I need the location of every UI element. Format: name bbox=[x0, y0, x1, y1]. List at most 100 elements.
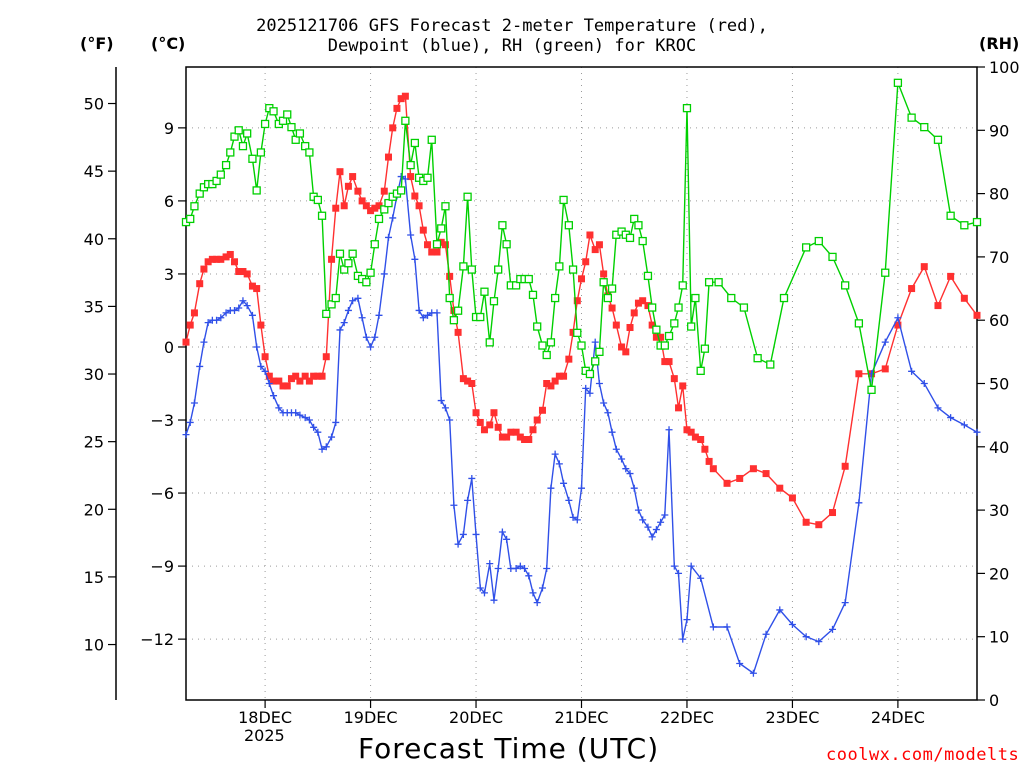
chart-title-line-2: Dewpoint (blue), RH (green) for KROC bbox=[327, 36, 697, 56]
rh-point bbox=[380, 205, 389, 214]
dewpoint-point bbox=[565, 496, 573, 504]
dewpoint-point bbox=[749, 669, 757, 677]
rh-point bbox=[437, 224, 446, 233]
dewpoint-point bbox=[600, 399, 608, 407]
temperature-point bbox=[380, 187, 388, 195]
rh-tick-label: 80 bbox=[989, 185, 1009, 204]
temperature-point bbox=[279, 382, 287, 390]
temperature-point bbox=[947, 272, 955, 280]
dewpoint-point bbox=[533, 599, 541, 607]
celsius-tick-label: −12 bbox=[140, 630, 174, 649]
temperature-point bbox=[538, 406, 546, 414]
temperature-point bbox=[490, 409, 498, 417]
dewpoint-point bbox=[723, 623, 731, 631]
temperature-point bbox=[450, 306, 458, 314]
temperature-point bbox=[648, 321, 656, 329]
temperature-point bbox=[424, 241, 432, 249]
dewpoint-point bbox=[543, 565, 551, 573]
rh-point bbox=[216, 170, 225, 179]
fahrenheit-tick-label: 30 bbox=[84, 365, 104, 384]
rh-point bbox=[660, 341, 669, 350]
temperature-point bbox=[591, 246, 599, 254]
dewpoint-point bbox=[424, 311, 432, 319]
rh-point bbox=[322, 309, 331, 319]
credit-link[interactable]: coolwx.com/modelts bbox=[826, 745, 1020, 765]
temperature-point bbox=[349, 173, 357, 181]
dewpoint-point bbox=[894, 314, 902, 322]
rh-tick-label: 20 bbox=[989, 564, 1009, 583]
rh-point bbox=[248, 154, 257, 163]
temperature-point bbox=[934, 302, 942, 310]
dewpoint-point bbox=[618, 455, 626, 463]
rh-point bbox=[533, 322, 542, 331]
dewpoint-series-line bbox=[185, 175, 978, 675]
temperature-point bbox=[480, 426, 488, 434]
dewpoint-point bbox=[683, 616, 691, 624]
x-tick-label: 20DEC bbox=[449, 708, 503, 727]
year-label: 2025 bbox=[244, 726, 285, 745]
temperature-point bbox=[565, 355, 573, 363]
temperature-point bbox=[196, 280, 204, 288]
rh-point bbox=[313, 195, 322, 205]
dewpoint-point bbox=[200, 338, 208, 346]
rh-point bbox=[287, 122, 296, 132]
temperature-point bbox=[305, 377, 313, 385]
temperature-point bbox=[547, 382, 555, 390]
dewpoint-point bbox=[450, 501, 458, 509]
temperature-point bbox=[235, 268, 243, 276]
temperature-point bbox=[301, 372, 309, 380]
rh-point bbox=[445, 293, 454, 303]
dewpoint-point bbox=[855, 499, 863, 507]
rh-point bbox=[573, 328, 582, 338]
rh-point bbox=[269, 107, 278, 116]
temperature-point bbox=[253, 285, 261, 293]
dewpoint-point bbox=[222, 309, 230, 317]
temperature-point bbox=[454, 328, 462, 336]
rh-point bbox=[384, 198, 393, 208]
x-tick-label: 24DEC bbox=[871, 708, 925, 727]
temperature-point bbox=[283, 382, 291, 390]
rh-point bbox=[972, 217, 982, 227]
dewpoint-point bbox=[318, 445, 326, 453]
dewpoint-point bbox=[204, 319, 212, 327]
dewpoint-point bbox=[217, 314, 225, 322]
dewpoint-point bbox=[292, 409, 300, 417]
temperature-point bbox=[622, 348, 630, 356]
temperature-point bbox=[661, 358, 669, 366]
rh-point bbox=[480, 287, 489, 296]
temperature-point bbox=[908, 285, 916, 293]
temperature-point bbox=[709, 465, 717, 473]
temperature-point bbox=[318, 372, 326, 380]
temperature-point bbox=[336, 168, 344, 176]
rh-point bbox=[410, 138, 420, 148]
rh-point bbox=[538, 341, 547, 350]
rh-point bbox=[366, 268, 375, 277]
temperature-point bbox=[468, 380, 476, 387]
dewpoint-point bbox=[626, 470, 634, 478]
temperature-point bbox=[389, 124, 397, 132]
dewpoint-point bbox=[639, 516, 647, 524]
temperature-point bbox=[815, 521, 823, 529]
temperature-point bbox=[679, 382, 687, 390]
temperature-point bbox=[665, 358, 673, 366]
x-tick-label: 22DEC bbox=[660, 708, 714, 727]
dewpoint-point bbox=[525, 572, 533, 580]
temperature-point bbox=[894, 321, 902, 329]
rh-tick-label: 90 bbox=[989, 121, 1009, 140]
dewpoint-point bbox=[344, 306, 352, 314]
rh-point bbox=[485, 338, 494, 347]
temperature-point bbox=[802, 518, 810, 526]
temperature-point bbox=[486, 421, 494, 429]
temperature-point bbox=[226, 250, 234, 258]
temperature-point bbox=[441, 241, 449, 249]
rh-tick-label: 10 bbox=[989, 628, 1009, 647]
temperature-point bbox=[543, 380, 551, 387]
dewpoint-point bbox=[480, 589, 488, 597]
dewpoint-point bbox=[454, 540, 462, 548]
temperature-point bbox=[213, 255, 221, 263]
x-tick-label: 21DEC bbox=[555, 708, 609, 727]
dewpoint-point bbox=[231, 306, 239, 314]
temperature-point bbox=[525, 435, 533, 443]
rh-point bbox=[630, 214, 639, 224]
dewpoint-point bbox=[494, 565, 502, 573]
